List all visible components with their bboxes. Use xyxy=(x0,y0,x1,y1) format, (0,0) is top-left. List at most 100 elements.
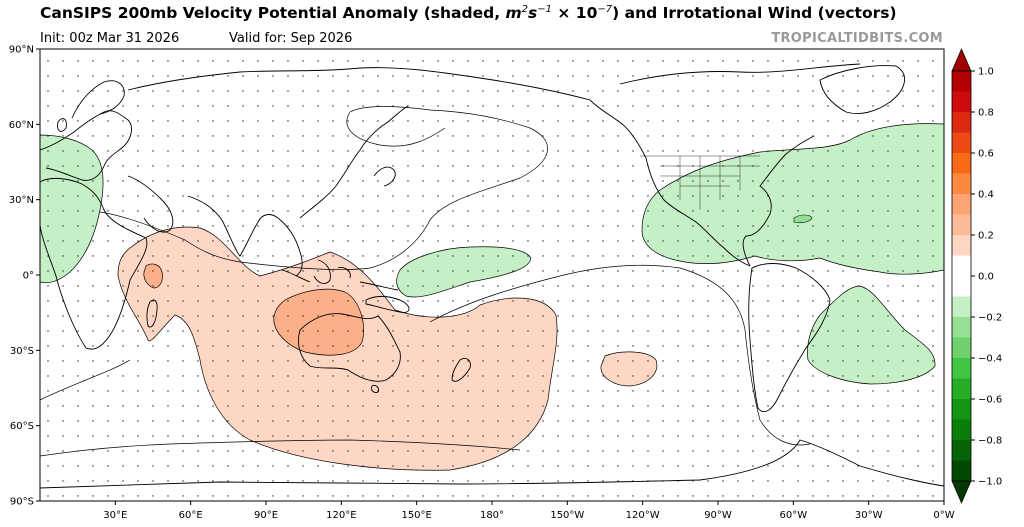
coast-antarctica xyxy=(40,439,944,489)
vector-dot xyxy=(557,300,559,302)
vector-dot xyxy=(872,360,874,362)
vector-dot xyxy=(722,150,724,152)
vector-dot xyxy=(377,255,379,257)
vector-dot xyxy=(242,480,244,482)
vector-dot xyxy=(767,435,769,437)
vector-dot xyxy=(47,450,49,452)
vector-dot xyxy=(167,120,169,122)
vector-dot xyxy=(737,450,739,452)
vector-dot xyxy=(932,345,934,347)
vector-dot xyxy=(392,75,394,77)
vector-dot xyxy=(767,420,769,422)
vector-dot xyxy=(257,315,259,317)
vector-dot xyxy=(512,495,514,497)
vector-dot xyxy=(92,300,94,302)
vector-dot xyxy=(782,375,784,377)
vector-dot xyxy=(632,180,634,182)
vector-dot xyxy=(212,405,214,407)
vector-dot xyxy=(422,495,424,497)
vector-dot xyxy=(227,345,229,347)
vector-dot xyxy=(212,135,214,137)
vector-dot xyxy=(227,210,229,212)
vector-dot xyxy=(917,120,919,122)
vector-dot xyxy=(587,300,589,302)
vector-dot xyxy=(782,105,784,107)
vector-dot xyxy=(437,405,439,407)
vector-dot xyxy=(917,135,919,137)
coast-madagascar xyxy=(146,299,158,328)
vector-dot xyxy=(122,450,124,452)
vector-dot xyxy=(122,480,124,482)
vector-dot xyxy=(737,105,739,107)
vector-dot xyxy=(242,120,244,122)
vector-dot xyxy=(362,120,364,122)
vector-dot xyxy=(932,495,934,497)
vector-dot xyxy=(467,360,469,362)
vector-dot xyxy=(677,465,679,467)
vector-dot xyxy=(572,150,574,152)
vector-dot xyxy=(797,180,799,182)
vector-dot xyxy=(152,495,154,497)
vector-dot xyxy=(707,450,709,452)
vector-dot xyxy=(77,285,79,287)
vector-dot xyxy=(842,405,844,407)
vector-dot xyxy=(857,375,859,377)
vector-dot xyxy=(497,270,499,272)
vector-dot xyxy=(497,165,499,167)
vector-dot xyxy=(527,225,529,227)
vector-dot xyxy=(122,345,124,347)
vector-dot xyxy=(137,240,139,242)
vector-dot xyxy=(737,405,739,407)
vector-dot xyxy=(227,255,229,257)
vector-dot xyxy=(287,210,289,212)
colorbar-tick-label: 0.0 xyxy=(978,272,994,283)
vector-dot xyxy=(137,150,139,152)
vector-dot xyxy=(482,150,484,152)
vector-dot xyxy=(797,345,799,347)
vector-dot xyxy=(587,405,589,407)
vector-dot xyxy=(917,60,919,62)
vector-dot xyxy=(47,315,49,317)
vector-dot xyxy=(872,390,874,392)
vector-dot xyxy=(917,90,919,92)
vector-dot xyxy=(692,60,694,62)
vector-dot xyxy=(932,285,934,287)
us-borders xyxy=(640,155,760,210)
vector-dot xyxy=(872,255,874,257)
vector-dot xyxy=(467,90,469,92)
vector-dot xyxy=(347,150,349,152)
vector-dot xyxy=(212,315,214,317)
vector-dot xyxy=(392,465,394,467)
vector-dot xyxy=(137,450,139,452)
vector-dot xyxy=(767,270,769,272)
vector-dot xyxy=(77,375,79,377)
vector-dot xyxy=(767,105,769,107)
vector-dot xyxy=(497,345,499,347)
vector-dot xyxy=(632,285,634,287)
vector-dot xyxy=(587,465,589,467)
vector-dot xyxy=(812,315,814,317)
vector-dot xyxy=(317,90,319,92)
vector-dot xyxy=(782,360,784,362)
vector-dot xyxy=(287,180,289,182)
vector-dot xyxy=(137,60,139,62)
vector-dot xyxy=(887,195,889,197)
vector-dot xyxy=(377,240,379,242)
vector-dot xyxy=(752,75,754,77)
vector-dot xyxy=(572,450,574,452)
vector-dot xyxy=(677,135,679,137)
vector-dot xyxy=(497,255,499,257)
vector-dot xyxy=(587,255,589,257)
vector-dot xyxy=(887,300,889,302)
vector-dot xyxy=(272,240,274,242)
vector-dot xyxy=(332,270,334,272)
vector-dot xyxy=(842,60,844,62)
vector-dot xyxy=(857,90,859,92)
vector-dot xyxy=(272,375,274,377)
vector-dot xyxy=(317,255,319,257)
vector-dot xyxy=(887,270,889,272)
lon-tick-label: 90°W xyxy=(704,510,732,521)
vector-dot xyxy=(617,495,619,497)
vector-dot xyxy=(272,105,274,107)
vector-dot xyxy=(152,420,154,422)
